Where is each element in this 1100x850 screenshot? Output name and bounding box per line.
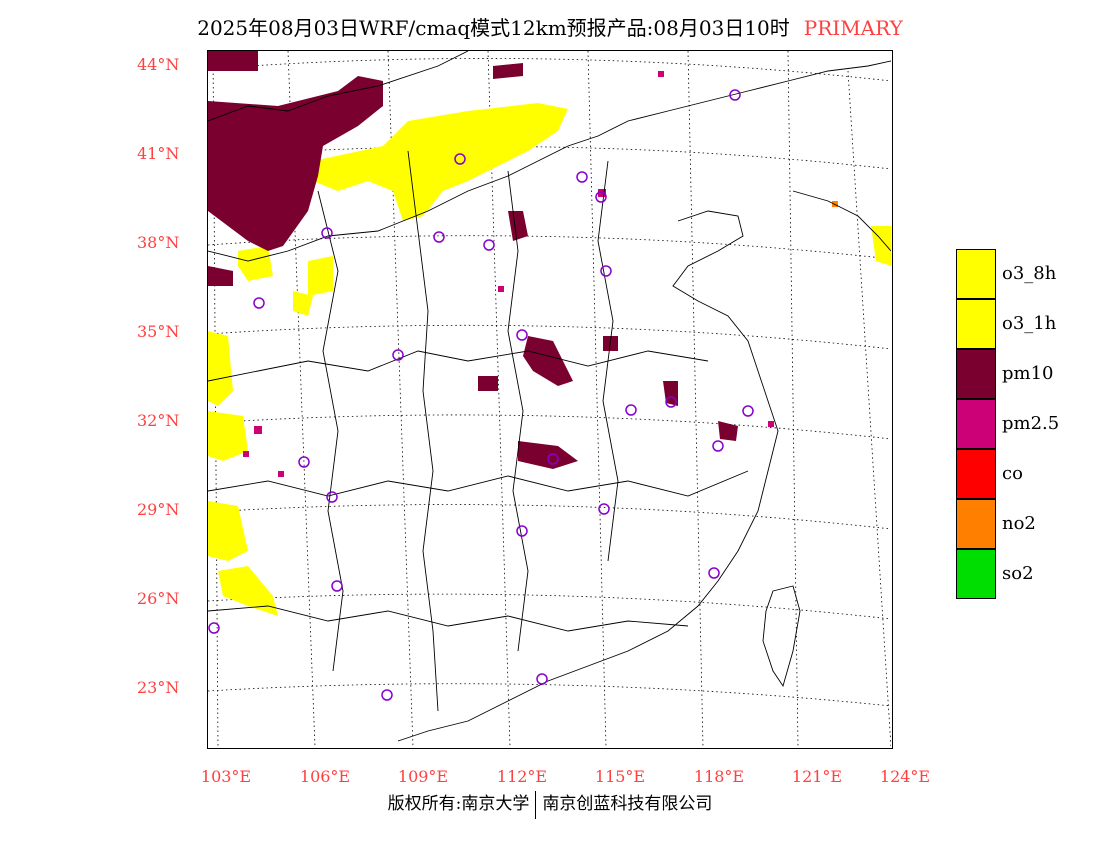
legend-item-pm25: pm2.5	[956, 399, 1100, 449]
copyright-footer: 版权所有:南京大学 南京创蓝科技有限公司	[0, 789, 1100, 819]
lat-label-44: 44°N	[137, 55, 180, 74]
legend-swatch-pm25	[956, 399, 996, 449]
legend-item-o3-8h: o3_8h	[956, 249, 1100, 299]
lon-label-121: 121°E	[791, 767, 843, 786]
legend-label-pm25: pm2.5	[1002, 413, 1060, 434]
mode-label: PRIMARY	[803, 16, 903, 40]
ozone-areas	[208, 103, 891, 616]
pm10-areas	[208, 51, 738, 469]
legend-label-no2: no2	[1002, 513, 1036, 534]
legend-swatch-so2	[956, 549, 996, 599]
lon-label-106: 106°E	[299, 767, 351, 786]
page-title: 2025年08月03日WRF/cmaq模式12km预报产品:08月03日10时 P…	[0, 12, 1100, 41]
lat-label-38: 38°N	[137, 233, 180, 252]
boundary-lines	[207, 50, 892, 742]
legend-label-o3-8h: o3_8h	[1002, 263, 1057, 284]
legend-item-pm10: pm10	[956, 349, 1100, 399]
lon-label-109: 109°E	[397, 767, 449, 786]
legend-swatch-o3-8h	[956, 249, 996, 299]
title-text: 2025年08月03日WRF/cmaq模式12km预报产品:08月03日10时	[197, 16, 790, 40]
legend-swatch-no2	[956, 499, 996, 549]
lat-label-32: 32°N	[137, 411, 180, 430]
legend-swatch-pm10	[956, 349, 996, 399]
station-markers	[208, 89, 754, 701]
pm25-areas	[243, 71, 774, 477]
copyright-right: 南京创蓝科技有限公司	[542, 794, 713, 814]
lat-label-29: 29°N	[137, 500, 180, 519]
lat-label-35: 35°N	[137, 322, 180, 341]
legend-label-o3-1h: o3_1h	[1002, 313, 1057, 334]
lat-label-23: 23°N	[137, 678, 180, 697]
lon-label-118: 118°E	[693, 767, 745, 786]
lon-label-112: 112°E	[496, 767, 548, 786]
legend-label-so2: so2	[1002, 563, 1034, 584]
legend-item-o3-1h: o3_1h	[956, 299, 1100, 349]
legend-label-pm10: pm10	[1002, 363, 1054, 384]
legend-swatch-o3-1h	[956, 299, 996, 349]
legend-item-no2: no2	[956, 499, 1100, 549]
lat-label-26: 26°N	[137, 589, 180, 608]
legend-swatch-co	[956, 449, 996, 499]
lon-label-103: 103°E	[200, 767, 252, 786]
lat-label-41: 41°N	[137, 144, 180, 163]
map-canvas	[207, 50, 892, 748]
legend-label-co: co	[1002, 463, 1023, 484]
lon-label-124: 124°E	[879, 767, 931, 786]
footer-divider	[535, 790, 537, 819]
map-panel[interactable]	[207, 50, 893, 749]
legend: o3_8h o3_1h pm10 pm2.5 co no2 so2	[956, 249, 1100, 599]
copyright-left: 版权所有:南京大学	[387, 794, 530, 814]
lon-label-115: 115°E	[594, 767, 646, 786]
legend-item-co: co	[956, 449, 1100, 499]
legend-item-so2: so2	[956, 549, 1100, 599]
longitude-gridlines	[212, 50, 892, 748]
